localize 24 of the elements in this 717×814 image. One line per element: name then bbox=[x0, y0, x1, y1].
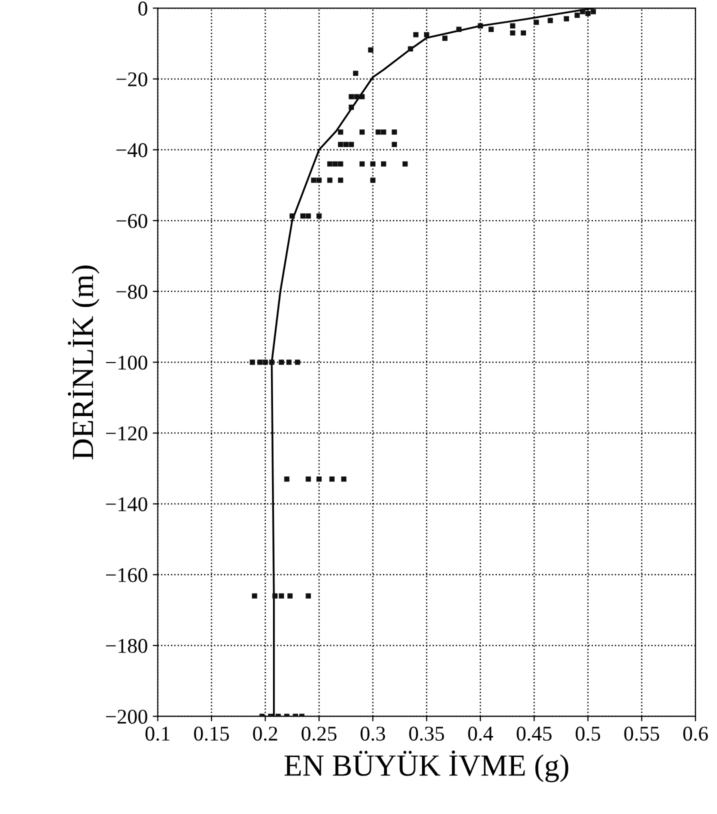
x-tick-label: 0.5 bbox=[576, 726, 600, 741]
x-tick-label: 0.4 bbox=[468, 726, 494, 741]
x-tick-label: 0.3 bbox=[360, 726, 386, 741]
x-tick-label: 0.2 bbox=[253, 726, 278, 741]
y-tick-label: −80 bbox=[116, 284, 148, 299]
y-tick-label: −180 bbox=[106, 638, 148, 653]
x-tick-label: 0.25 bbox=[302, 726, 336, 741]
x-tick-label: 0.35 bbox=[409, 726, 444, 741]
y-tick-label: 0 bbox=[138, 2, 148, 16]
y-tick-label: −120 bbox=[106, 426, 148, 440]
y-tick-label: −140 bbox=[106, 497, 148, 512]
y-tick-label: −40 bbox=[116, 143, 148, 158]
x-tick-label: 0.6 bbox=[683, 726, 708, 741]
x-tick-label: 0.55 bbox=[624, 726, 660, 741]
y-tick-label: −20 bbox=[116, 72, 148, 86]
y-tick-label: −60 bbox=[116, 214, 148, 228]
y-tick-label: −160 bbox=[106, 568, 148, 582]
y-tick-label: −200 bbox=[106, 710, 148, 724]
x-tick-label: 0.15 bbox=[194, 726, 229, 741]
y-tick-label: −100 bbox=[106, 356, 148, 370]
y-axis-title: DERİNLİK (m) bbox=[68, 266, 100, 460]
x-tick-label: 0.45 bbox=[516, 726, 552, 741]
x-axis-title: EN BÜYÜK İVME (g) bbox=[284, 750, 568, 782]
x-tick-label: 0.1 bbox=[146, 726, 170, 741]
